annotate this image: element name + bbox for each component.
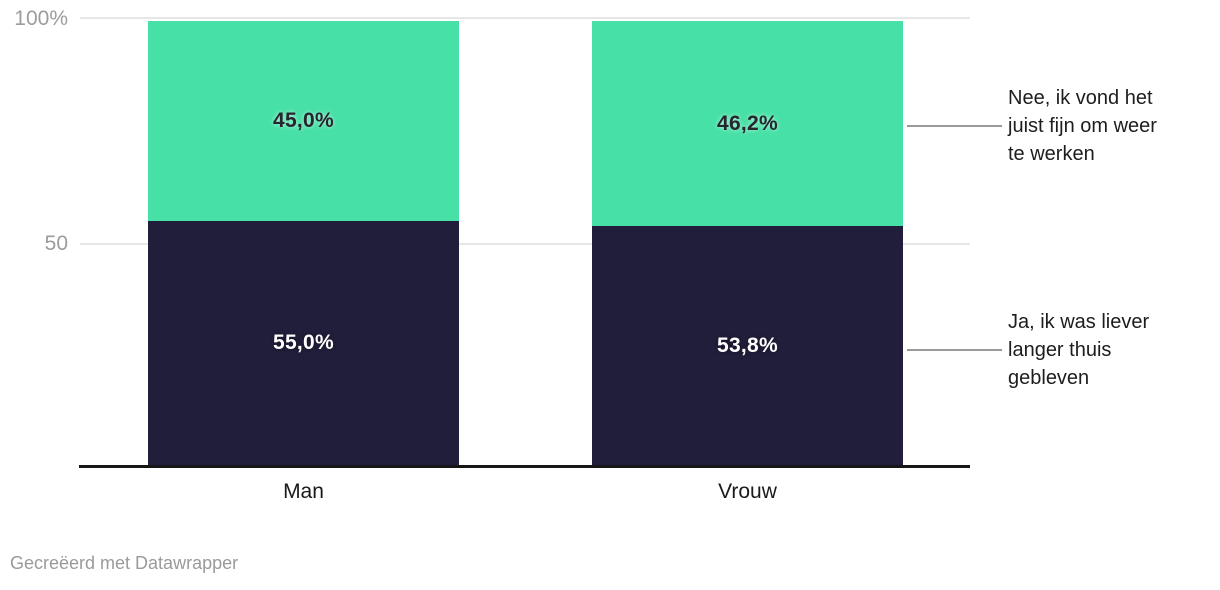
bar-segment-man-nee[interactable]: 45,0% bbox=[148, 21, 459, 221]
legend-annotation-line: juist fijn om weer bbox=[1008, 115, 1157, 137]
bar-segment-man-ja[interactable]: 55,0% bbox=[148, 220, 459, 465]
legend-annotation-line: gebleven bbox=[1008, 367, 1090, 389]
legend-annotation-ja: Ja, ik was liever langer thuis gebleven bbox=[1008, 308, 1208, 392]
legend-annotation-line: te werken bbox=[1008, 143, 1095, 165]
annotation-connector-nee bbox=[907, 125, 1002, 127]
legend-annotation-line: Ja, ik was liever bbox=[1008, 311, 1150, 333]
y-axis-tick-50: 50 bbox=[44, 232, 68, 255]
bar-value-label: 45,0% bbox=[272, 108, 335, 132]
x-axis-label-vrouw: Vrouw bbox=[718, 480, 777, 503]
gridline-50 bbox=[80, 243, 970, 245]
bar-value-label: 53,8% bbox=[716, 333, 779, 357]
legend-annotation-line: Nee, ik vond het bbox=[1008, 87, 1153, 109]
x-axis-label-man: Man bbox=[283, 480, 324, 503]
gridline-100 bbox=[80, 17, 970, 19]
bar-segment-vrouw-ja[interactable]: 53,8% bbox=[592, 226, 903, 465]
annotation-connector-ja bbox=[907, 349, 1002, 351]
bar-value-label: 46,2% bbox=[716, 111, 779, 135]
bar-value-label: 55,0% bbox=[272, 330, 335, 354]
y-axis-tick-100: 100% bbox=[14, 7, 68, 30]
datawrapper-attribution-link[interactable]: Gecreëerd met Datawrapper bbox=[10, 553, 239, 573]
x-axis-line bbox=[79, 465, 970, 468]
bar-segment-vrouw-nee[interactable]: 46,2% bbox=[592, 21, 903, 227]
legend-annotation-nee: Nee, ik vond het juist fijn om weer te w… bbox=[1008, 84, 1208, 168]
legend-annotation-line: langer thuis bbox=[1008, 339, 1112, 361]
